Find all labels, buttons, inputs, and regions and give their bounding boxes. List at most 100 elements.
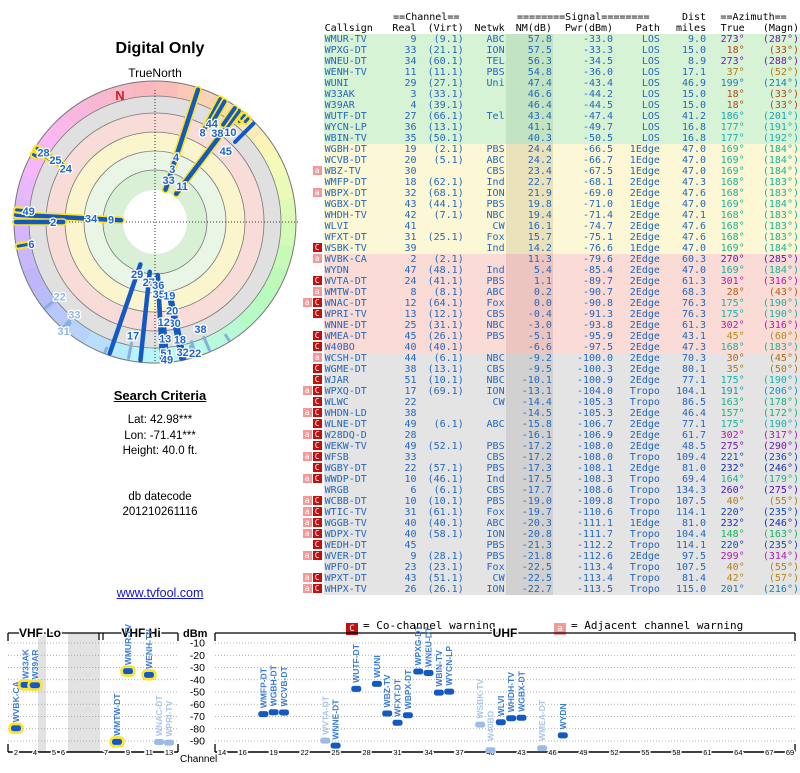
cell-real-channel: 30 [387, 166, 418, 177]
cell-power: -112.6 [552, 551, 615, 562]
cell-virtual-channel: (57.1) [417, 463, 465, 474]
cell-real-channel: 10 [387, 474, 418, 485]
cell-power: -111.1 [552, 518, 615, 529]
signal-marker-highlight [120, 665, 136, 677]
table-row: a WBZ-TV 30 CBS 23.4 -67.5 1Edge 47.0 16… [298, 166, 800, 177]
cell-power: -104.0 [552, 386, 615, 397]
warning-badge-cell [298, 89, 324, 100]
cell-callsign: WNNE-DT [323, 320, 388, 331]
signal-marker [330, 742, 341, 749]
cell-azimuth-true: 175° [707, 309, 746, 320]
cell-miles: 47.0 [660, 144, 708, 155]
cell-virtual-channel: (2.1) [417, 144, 465, 155]
warning-badge-cell: a [298, 353, 324, 364]
cell-network: ABC [464, 518, 506, 529]
cell-real-channel: 22 [387, 397, 418, 408]
adjacent-channel-badge: a [302, 496, 312, 505]
cell-real-channel: 25 [387, 320, 418, 331]
cell-path: 2Edge [614, 463, 661, 474]
cell-noise-margin: 19.4 [505, 210, 553, 221]
cell-azimuth-magnetic: (216°) [745, 584, 800, 595]
cell-azimuth-true: 35° [707, 364, 746, 375]
tvfool-link[interactable]: www.tvfool.com [116, 586, 204, 600]
cell-azimuth-magnetic: (45°) [745, 353, 800, 364]
cell-azimuth-true: 169° [707, 243, 746, 254]
table-row: WGBH-DT 19 (2.1) PBS 24.4 -66.5 1Edge 47… [298, 144, 800, 155]
co-channel-badge: C [312, 430, 322, 439]
warning-badge-cell: C [298, 419, 324, 430]
uhf-channel-tick: 37 [455, 748, 463, 757]
cell-virtual-channel: (46.1) [417, 474, 465, 485]
radar-needle [35, 146, 49, 156]
cell-azimuth-true: 168° [707, 221, 746, 232]
signal-marker [475, 721, 486, 728]
cell-azimuth-true: 168° [707, 188, 746, 199]
cell-virtual-channel: (58.1) [417, 529, 465, 540]
radar-channel-label: 35 [153, 289, 165, 301]
uhf-channel-tick: 16 [238, 748, 246, 757]
cell-real-channel: 40 [387, 529, 418, 540]
radar-channel-label: 11 [176, 181, 188, 193]
frequency-gap-band [68, 633, 100, 752]
station-label: WBPX-DT [403, 669, 413, 709]
cell-power: -34.5 [552, 56, 615, 67]
cell-path: LOS [614, 56, 661, 67]
radar-needle [164, 347, 169, 362]
cell-network: Ind [464, 243, 506, 254]
adjacent-channel-badge: a [302, 529, 312, 538]
cell-power: -75.1 [552, 232, 615, 243]
cell-noise-margin: 56.3 [505, 56, 553, 67]
cell-real-channel: 3 [387, 89, 418, 100]
cell-virtual-channel [417, 408, 465, 419]
col-header-pwr: Pwr(dBm) [564, 23, 614, 34]
cell-azimuth-true: 42° [707, 573, 746, 584]
uhf-channel-tick: 49 [579, 748, 587, 757]
radar-channel-label: 33 [68, 310, 80, 322]
adjacent-channel-badge: a [312, 166, 322, 175]
cell-virtual-channel: (50.1) [417, 133, 465, 144]
cell-azimuth-true: 169° [707, 265, 746, 276]
cell-path: LOS [614, 100, 661, 111]
cell-network: CBS [464, 364, 506, 375]
cell-virtual-channel: (6.1) [417, 485, 465, 496]
radar-channel-label: 18 [174, 334, 186, 346]
cell-miles: 86.5 [660, 397, 708, 408]
cell-virtual-channel: (39.1) [417, 100, 465, 111]
cell-real-channel: 40 [387, 342, 418, 353]
co-channel-legend-text: = Co-channel warning [363, 619, 496, 632]
cell-network [464, 122, 506, 133]
cell-real-channel: 43 [387, 573, 418, 584]
cell-callsign: WNAC-DT [323, 298, 388, 309]
cell-real-channel: 11 [387, 67, 418, 78]
cell-azimuth-magnetic: (55°) [745, 562, 800, 573]
group-header-dist: Dist [682, 12, 707, 23]
cell-callsign: WGBY-DT [323, 463, 388, 474]
cell-azimuth-true: 37° [707, 67, 746, 78]
dbm-tick-label: -70 [190, 711, 205, 723]
cell-miles: 17.1 [660, 67, 708, 78]
radar-needle [240, 114, 246, 121]
col-header-real: Real [392, 23, 417, 34]
cell-azimuth-magnetic: (184°) [745, 265, 800, 276]
cell-noise-margin: -13.1 [505, 386, 553, 397]
col-header-miles: miles [675, 23, 707, 34]
signal-marker [413, 668, 424, 675]
warning-badge-cell: C [298, 243, 324, 254]
col-header-callsign: Callsign [324, 23, 373, 34]
signal-marker [495, 719, 506, 726]
signal-marker-highlight [109, 736, 125, 748]
signal-marker-highlight [141, 669, 157, 681]
cell-azimuth-true: 275° [707, 441, 746, 452]
radar-channel-label: 51 [160, 348, 172, 360]
co-channel-badge: C [312, 309, 322, 318]
cell-noise-margin: 24.4 [505, 144, 553, 155]
station-label: WENH-TV [144, 629, 154, 669]
table-row: WRGB 6 (6.1) CBS -17.7 -108.6 Tropo 134.… [298, 485, 800, 496]
cell-callsign: WBPX-DT [323, 188, 388, 199]
cell-power: -85.4 [552, 265, 615, 276]
cell-virtual-channel: (6.1) [417, 419, 465, 430]
cell-network: PBS [464, 331, 506, 342]
cell-network: Ind [464, 265, 506, 276]
